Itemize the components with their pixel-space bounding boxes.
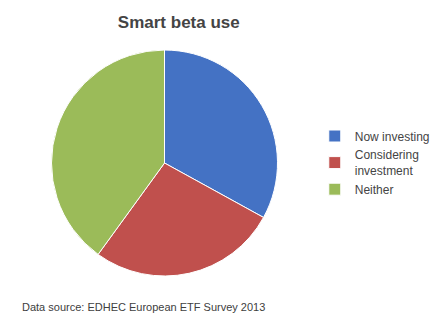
svg-text:Consideringinvestment: Consideringinvestment xyxy=(355,148,419,178)
svg-text:Now investing: Now investing xyxy=(355,130,430,144)
svg-text:Neither: Neither xyxy=(355,183,394,197)
svg-text:Data source: EDHEC European ET: Data source: EDHEC European ETF Survey 2… xyxy=(22,301,265,313)
svg-text:Smart beta use: Smart beta use xyxy=(118,13,240,32)
